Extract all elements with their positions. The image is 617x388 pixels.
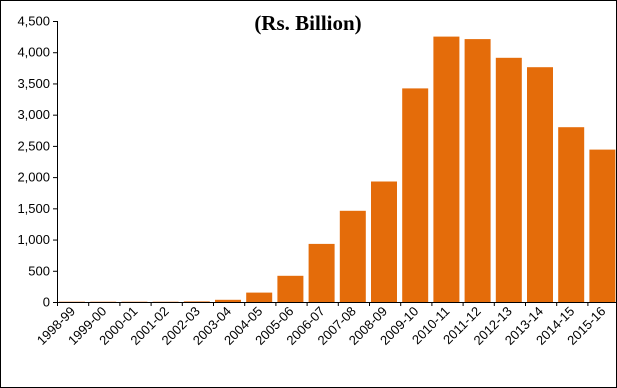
y-tick-label: 3,500	[17, 76, 50, 91]
y-tick-label: 1,500	[17, 201, 50, 216]
x-ticks-group: 1998-991999-002000-012001-022002-032003-…	[34, 302, 609, 348]
bar-2010-11	[433, 36, 460, 302]
y-tick-label: 500	[28, 263, 50, 278]
y-tick-label: 0	[43, 295, 50, 310]
bar-2009-10	[402, 88, 429, 303]
bar-2011-12	[464, 39, 491, 302]
bar-2004-05	[246, 292, 273, 302]
bar-2014-15	[558, 127, 585, 302]
bars-group	[59, 36, 616, 303]
bar-2013-14	[527, 67, 553, 302]
y-tick-label: 2,000	[17, 170, 50, 185]
bar-2005-06	[277, 275, 304, 302]
y-tick-label: 1,000	[17, 232, 50, 247]
bar-2002-03	[183, 301, 210, 303]
y-tick-label: 4,000	[17, 45, 50, 60]
y-tick-label: 3,000	[17, 107, 50, 122]
bar-2007-08	[339, 210, 366, 302]
bar-2015-16	[589, 149, 616, 302]
bar-2003-04	[215, 299, 241, 302]
chart-title: (Rs. Billion)	[254, 11, 361, 35]
bar-2008-09	[371, 181, 397, 302]
y-ticks-group: 0 500 1,000 1,500 2,000 2,500 3,000 3,500 4,000 4…	[17, 14, 57, 310]
bar-2012-13	[495, 57, 522, 302]
y-tick-label: 4,500	[17, 14, 50, 29]
y-tick-label: 2,500	[17, 138, 50, 153]
bar-2006-07	[308, 243, 335, 302]
